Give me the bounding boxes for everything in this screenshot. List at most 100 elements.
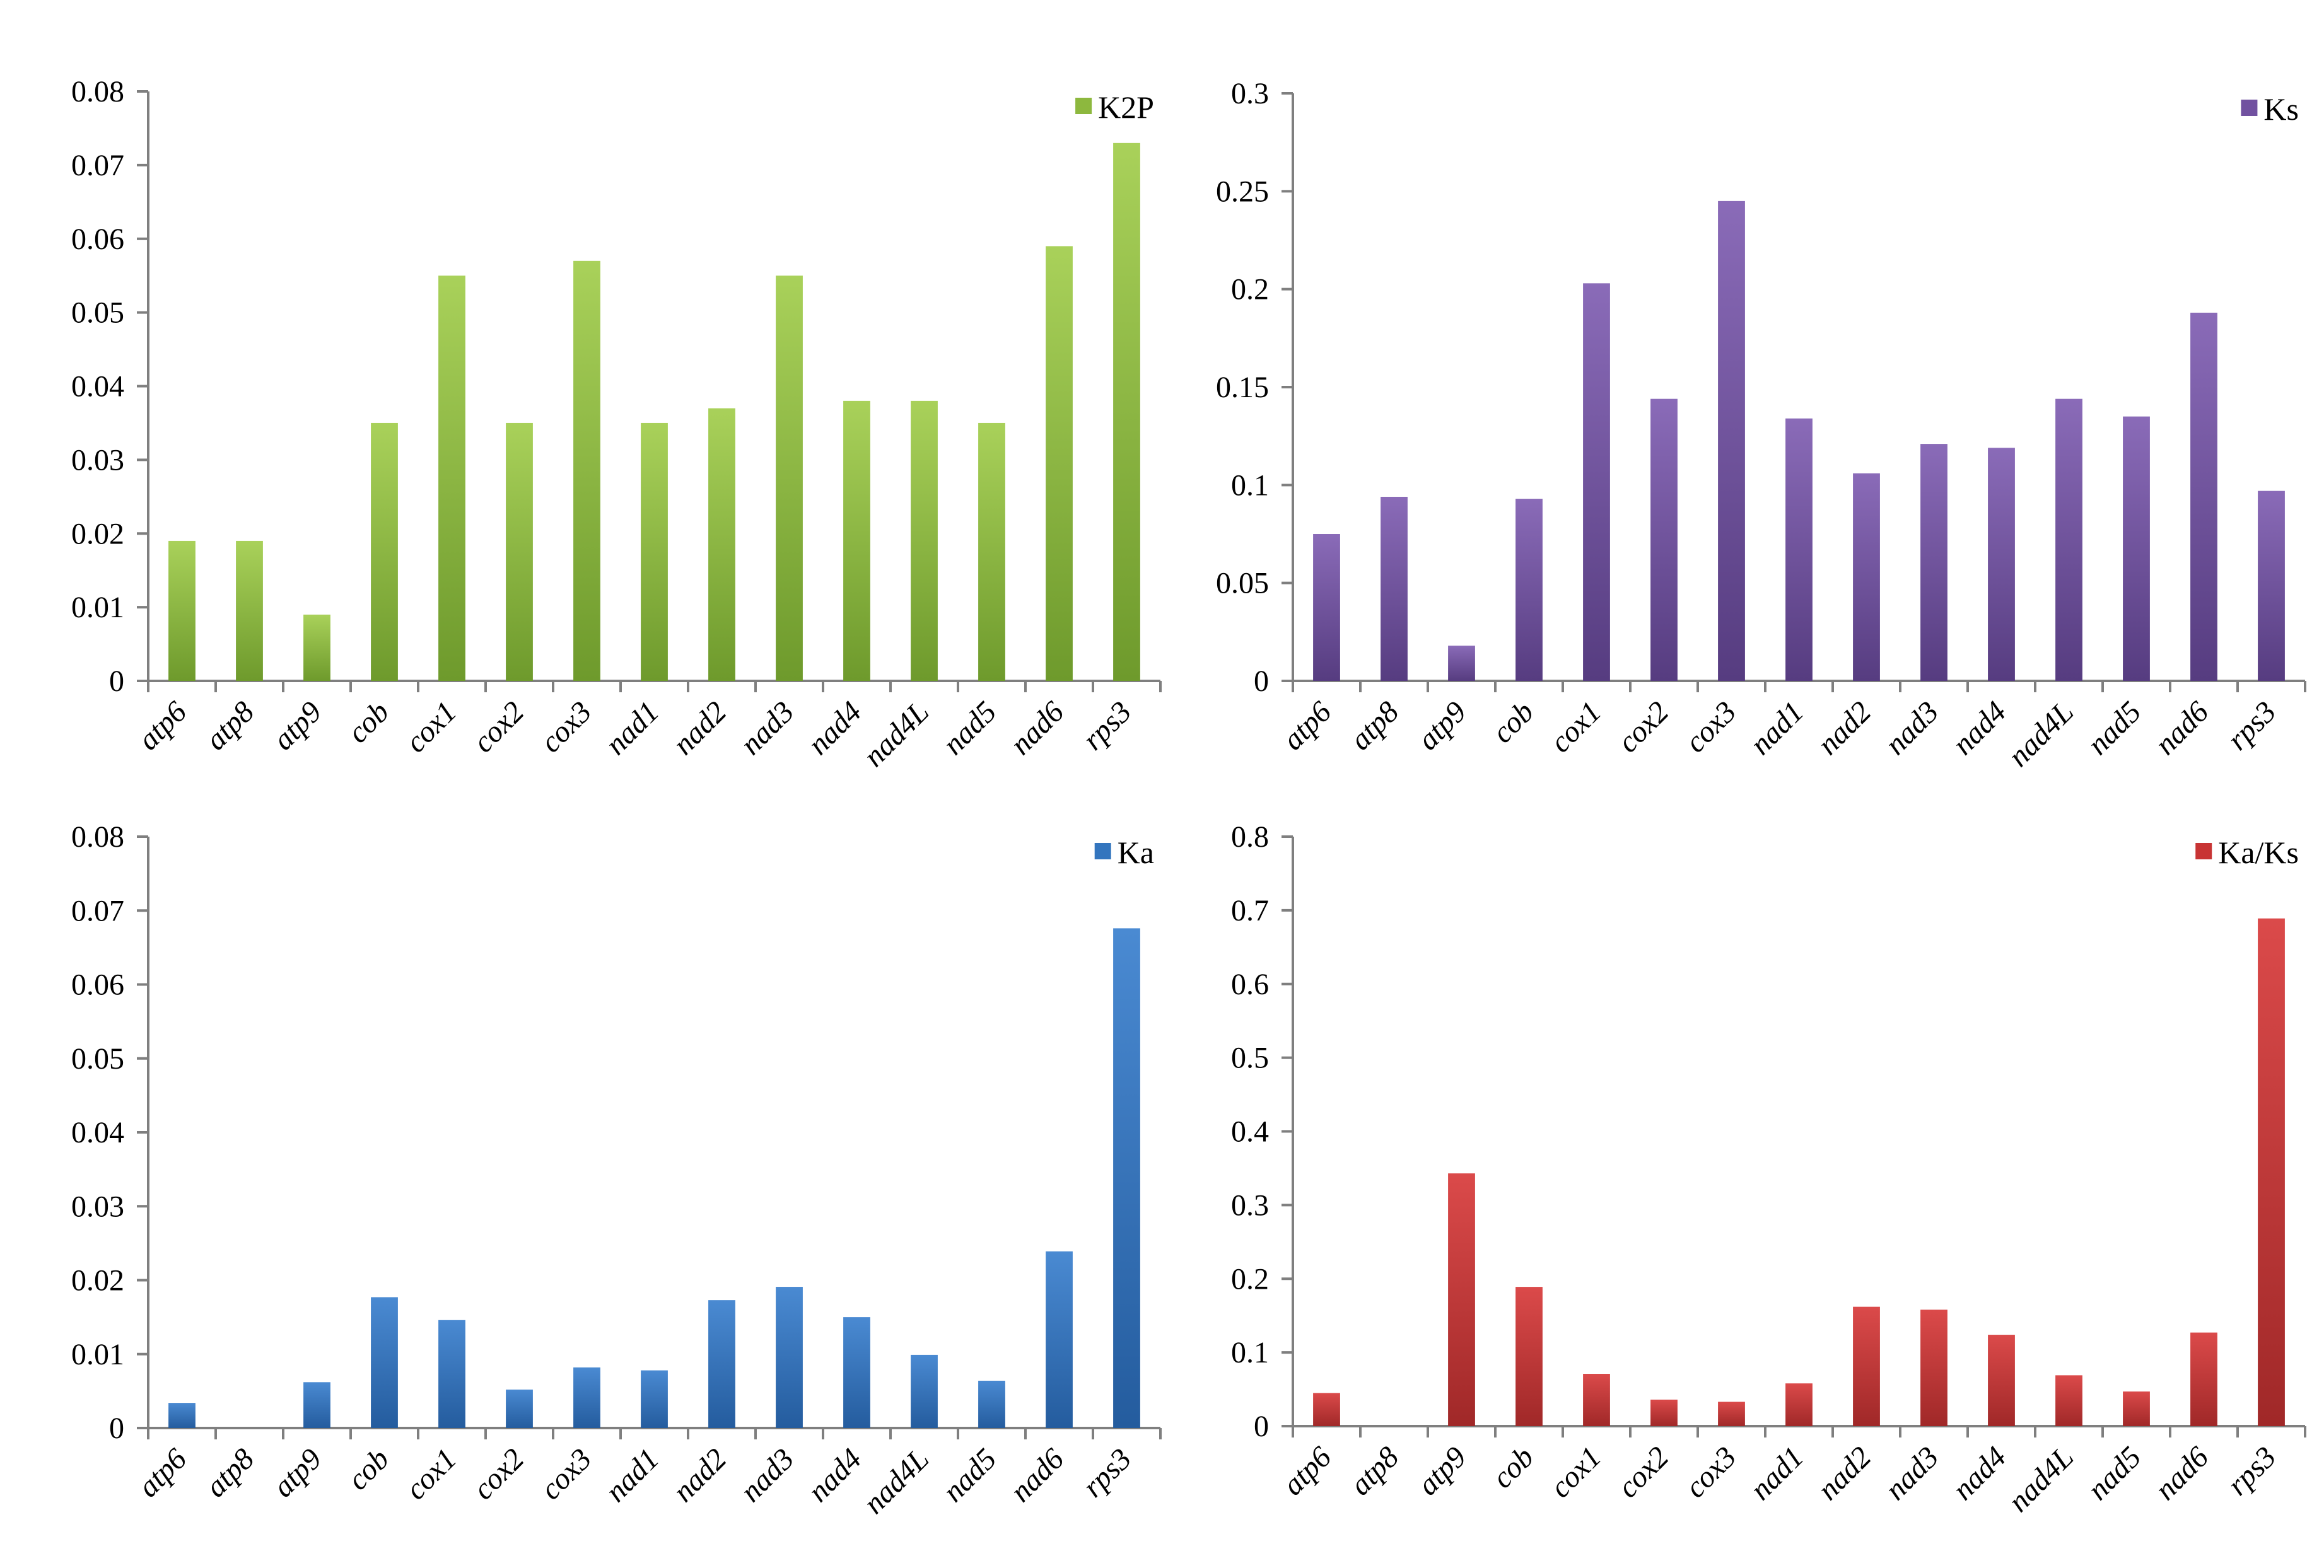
y-tick-label: 0.04 xyxy=(71,1116,124,1149)
bar-nad1 xyxy=(1785,1383,1813,1426)
legend-label: Ks xyxy=(2263,91,2299,127)
bar-nad5 xyxy=(978,422,1005,681)
bar-atp6 xyxy=(168,540,196,681)
x-category-label: atp8 xyxy=(199,1442,260,1504)
y-tick-label: 0.07 xyxy=(71,894,124,927)
x-category-label: cox1 xyxy=(1544,1440,1608,1504)
bar-nad6 xyxy=(2190,1332,2217,1426)
x-category-label: nad2 xyxy=(667,695,733,761)
bar-cox2 xyxy=(506,422,533,681)
legend-swatch xyxy=(2195,843,2212,859)
x-category-label: nad5 xyxy=(937,1442,1003,1508)
bar-nad4 xyxy=(1988,1335,2015,1426)
y-tick-label: 0.03 xyxy=(71,443,124,477)
bar-atp9 xyxy=(1448,1173,1475,1426)
y-tick-label: 0.05 xyxy=(71,296,124,330)
x-category-label: nad1 xyxy=(1744,1440,1810,1506)
bar-nad1 xyxy=(641,1370,668,1428)
x-category-label: cox2 xyxy=(1611,695,1676,759)
y-tick-label: 0.08 xyxy=(71,75,124,108)
x-category-label: nad4L xyxy=(857,695,935,773)
y-tick-label: 0.5 xyxy=(1231,1042,1269,1075)
bar-nad4 xyxy=(843,1317,870,1428)
y-tick-label: 0.7 xyxy=(1231,894,1269,927)
x-category-label: cox3 xyxy=(1679,1440,1743,1504)
x-category-label: nad2 xyxy=(1811,695,1877,761)
bar-cox2 xyxy=(506,1390,533,1428)
x-category-label: cox1 xyxy=(399,1442,464,1506)
x-category-label: atp6 xyxy=(131,1442,193,1504)
x-category-label: nad4L xyxy=(857,1442,935,1520)
y-tick-label: 0.06 xyxy=(71,968,124,1002)
bar-atp6 xyxy=(168,1403,196,1428)
bar-atp6 xyxy=(1313,1393,1340,1426)
y-tick-label: 0.01 xyxy=(71,1338,124,1371)
x-category-label: cox1 xyxy=(399,695,464,759)
x-category-label: atp9 xyxy=(266,695,328,757)
bar-nad3 xyxy=(776,1287,803,1428)
bar-atp9 xyxy=(1448,646,1475,681)
x-category-label: nad3 xyxy=(734,1442,800,1508)
x-category-label: cox2 xyxy=(467,695,531,759)
bar-cox3 xyxy=(573,260,600,681)
x-category-label: nad3 xyxy=(734,695,800,761)
bar-nad3 xyxy=(776,276,803,681)
y-tick-label: 0.6 xyxy=(1231,968,1269,1001)
y-tick-label: 0.1 xyxy=(1231,468,1269,502)
x-category-label: nad2 xyxy=(1811,1440,1877,1506)
y-tick-label: 0.05 xyxy=(71,1042,124,1076)
x-category-label: cob xyxy=(1486,1440,1540,1494)
bar-cox2 xyxy=(1650,398,1678,681)
x-category-label: atp6 xyxy=(1276,695,1338,757)
legend-label: Ka/Ks xyxy=(2218,835,2299,870)
x-category-label: cox3 xyxy=(1679,695,1743,759)
bar-atp9 xyxy=(303,614,330,681)
x-category-label: atp6 xyxy=(1276,1440,1338,1502)
bar-cox1 xyxy=(438,1320,465,1428)
bar-nad1 xyxy=(1785,418,1813,681)
x-category-label: cox2 xyxy=(467,1442,531,1506)
legend-swatch xyxy=(2241,100,2258,116)
legend-swatch xyxy=(1075,98,1092,114)
bar-cob xyxy=(1515,1287,1543,1426)
bar-nad2 xyxy=(1853,1306,1880,1426)
bar-cox1 xyxy=(1583,283,1610,681)
bar-nad4L xyxy=(2055,398,2082,681)
bar-cox3 xyxy=(573,1367,600,1428)
bar-atp6 xyxy=(1313,534,1340,681)
bar-atp9 xyxy=(303,1382,330,1428)
bar-nad6 xyxy=(1046,246,1073,681)
bar-cox2 xyxy=(1650,1399,1678,1426)
legend-label: K2P xyxy=(1098,90,1154,125)
x-category-label: cox1 xyxy=(1544,695,1608,759)
legend: Ka/Ks xyxy=(2195,835,2299,870)
x-category-label: atp8 xyxy=(1343,695,1405,757)
x-category-label: rps3 xyxy=(1076,1442,1138,1504)
y-tick-label: 0.08 xyxy=(71,820,124,854)
x-category-label: atp9 xyxy=(1411,1440,1473,1502)
x-category-label: rps3 xyxy=(1076,695,1138,757)
y-tick-label: 0 xyxy=(109,665,124,698)
bar-nad5 xyxy=(2123,1391,2150,1426)
x-category-label: nad6 xyxy=(1004,1442,1070,1508)
y-tick-label: 0.4 xyxy=(1231,1115,1269,1149)
y-tick-label: 0.25 xyxy=(1216,175,1269,208)
y-tick-label: 0.01 xyxy=(71,591,124,624)
x-category-label: nad6 xyxy=(2149,1440,2215,1506)
y-tick-label: 0.15 xyxy=(1216,371,1269,404)
x-category-label: nad6 xyxy=(1004,695,1070,761)
x-category-label: nad4L xyxy=(2002,695,2080,773)
legend: K2P xyxy=(1075,90,1154,125)
x-category-label: atp9 xyxy=(266,1442,328,1504)
bar-cox1 xyxy=(438,276,465,681)
bar-nad5 xyxy=(978,1380,1005,1428)
y-tick-label: 0.07 xyxy=(71,149,124,182)
x-category-label: nad1 xyxy=(599,695,665,761)
x-category-label: nad2 xyxy=(667,1442,733,1508)
x-category-label: nad5 xyxy=(937,695,1003,761)
y-tick-label: 0.03 xyxy=(71,1190,124,1223)
y-tick-label: 0.3 xyxy=(1231,77,1269,110)
